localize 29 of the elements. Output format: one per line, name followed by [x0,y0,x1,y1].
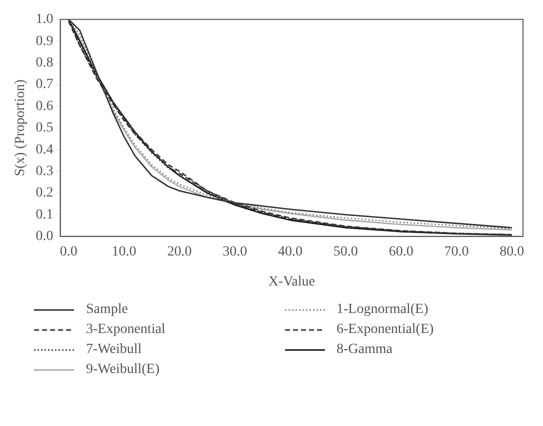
legend-label: 7-Weibull [86,342,142,358]
x-axis-title: X-Value [268,274,315,290]
legend-label: 1-Lognormal(E) [336,302,428,318]
x-tick-label: 0.0 [60,244,78,260]
x-tick-label: 60.0 [388,244,414,260]
y-axis-title: S(x) (Proportion) [13,79,28,176]
y-tick-label: 1.0 [36,12,54,28]
y-tick-label: 0.7 [36,77,54,92]
x-tick-label: 40.0 [278,244,303,260]
y-tick-label: 0.3 [36,164,54,179]
legend-label: 3-Exponential [86,322,166,338]
x-tick-label: 30.0 [222,244,248,260]
y-tick-label: 0.9 [36,34,54,49]
legend-label: 8-Gamma [336,342,392,358]
legend-label: 6-Exponential(E) [336,322,434,338]
y-tick-label: 0.5 [36,120,54,136]
legend-label: 9-Weibull(E) [86,362,160,378]
y-tick-label: 0.0 [36,229,54,244]
x-tick-label: 10.0 [112,244,136,260]
y-tick-label: 0.4 [36,142,54,158]
y-tick-label: 0.1 [36,207,54,222]
y-tick-label: 0.2 [36,186,54,201]
legend-label: Sample [86,302,128,318]
x-tick-label: 70.0 [444,244,469,260]
y-tick-label: 0.6 [36,98,54,114]
x-tick-label: 20.0 [167,244,192,260]
x-tick-label: 50.0 [333,244,358,260]
y-tick-label: 0.8 [36,55,54,70]
x-tick-label: 80.0 [500,244,524,260]
